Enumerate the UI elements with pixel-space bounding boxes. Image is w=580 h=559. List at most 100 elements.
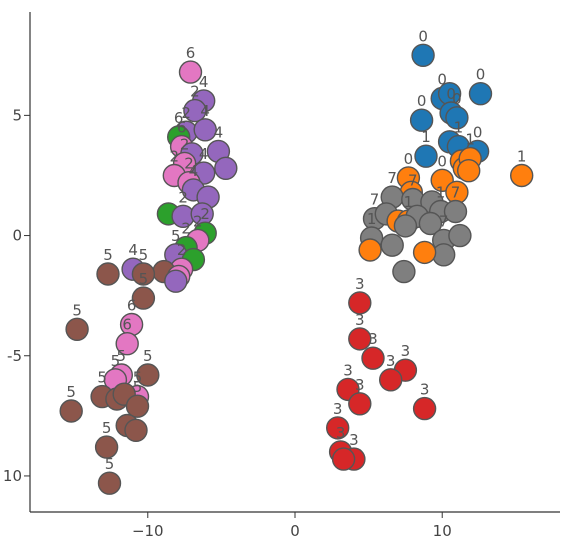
point-label: 5 (111, 352, 121, 370)
point-label: 0 (446, 85, 456, 103)
point-label: 4 (189, 162, 199, 180)
scatter-point (348, 392, 372, 416)
scatter-point (115, 332, 139, 356)
point-label: 5 (139, 246, 149, 264)
scatter-point (379, 368, 403, 392)
point-label: 2 (190, 83, 200, 101)
scatter-point (183, 98, 207, 123)
scatter-point (393, 214, 418, 238)
point-label: 6 (122, 316, 132, 334)
scatter-point (445, 106, 469, 130)
point-label: 3 (343, 361, 353, 379)
point-label: 5 (117, 347, 127, 365)
point-label: 2 (178, 188, 188, 206)
point-label: 1 (465, 131, 475, 149)
scatter-point (358, 238, 382, 262)
point-label: 0 (418, 27, 428, 45)
point-label: 2 (181, 220, 191, 238)
point-label: 3 (368, 330, 378, 348)
point-label: 0 (417, 92, 427, 110)
point-label: 3 (355, 376, 365, 394)
scatter-point (380, 233, 404, 257)
point-label: 6 (174, 109, 184, 127)
scatter-point (331, 447, 356, 471)
point-label: 2 (177, 241, 187, 259)
scatter-point (411, 43, 435, 67)
point-label: 0 (437, 71, 447, 89)
scatter-point (193, 118, 217, 142)
point-label: 2 (181, 104, 191, 122)
scatter-point (164, 269, 188, 293)
point-label: 2 (184, 155, 194, 173)
point-label: 6 (186, 44, 196, 62)
scatter-point (443, 199, 468, 224)
point-label: 7 (408, 172, 418, 190)
y-tick-label: 10 (3, 467, 22, 485)
scatter-point (125, 394, 150, 418)
scatter-point (136, 363, 160, 387)
point-label: 5 (171, 227, 181, 245)
scatter-point (414, 144, 438, 168)
point-label: 1 (454, 119, 464, 137)
x-tick-label: 0 (290, 522, 300, 540)
point-label: 4 (199, 73, 209, 91)
point-label: 1 (436, 184, 446, 202)
point-label: 4 (200, 102, 210, 120)
y-tick-label: -5 (7, 347, 22, 365)
point-label: 3 (386, 352, 396, 370)
point-label: 3 (420, 381, 430, 399)
point-label: 5 (103, 246, 113, 264)
point-label: 2 (193, 212, 203, 230)
point-label: 1 (367, 210, 377, 228)
point-label: 2 (170, 148, 180, 166)
scatter-point (97, 471, 122, 495)
y-tick-label: 5 (12, 106, 22, 124)
point-label: 5 (139, 270, 149, 288)
point-label: 7 (439, 212, 449, 230)
point-label: 1 (404, 193, 414, 211)
scatter-point (65, 317, 89, 341)
y-tick-label: 0 (12, 227, 22, 245)
point-label: 0 (473, 123, 483, 141)
point-label: 3 (355, 275, 365, 293)
scatter-point (178, 60, 203, 84)
scatter-point (59, 399, 83, 423)
point-label: 0 (437, 152, 447, 170)
point-label: 4 (128, 241, 138, 259)
point-label: 7 (387, 169, 397, 187)
x-tick-label: 10 (433, 522, 452, 540)
scatter-point (348, 327, 372, 351)
scatter-point (326, 416, 350, 440)
x-tick-label: −10 (132, 522, 164, 540)
scatter-point (348, 291, 372, 315)
scatter-point (124, 418, 148, 442)
point-label: 7 (451, 184, 461, 202)
scatter-point (361, 346, 385, 370)
scatter-point (448, 223, 472, 248)
scatter-point (131, 262, 156, 286)
point-label: 5 (105, 455, 115, 473)
scatter-point (418, 211, 443, 236)
scatter-point (412, 240, 437, 265)
point-label: 4 (214, 123, 224, 141)
point-label: 2 (180, 135, 190, 153)
point-label: 5 (102, 419, 112, 437)
scatter-point (510, 163, 534, 188)
scatter-point (214, 156, 238, 181)
point-label: 5 (72, 301, 82, 319)
point-label: 6 (127, 297, 137, 315)
point-label: 0 (404, 150, 414, 168)
point-label: 3 (355, 311, 365, 329)
point-label: 3 (336, 424, 346, 442)
scatter-point (457, 158, 481, 183)
scatter-point (468, 81, 493, 106)
point-label: 0 (452, 90, 462, 108)
scatter-point (131, 286, 156, 310)
scatter-point (412, 396, 437, 421)
point-label: 1 (421, 128, 431, 146)
scatter-point (96, 262, 120, 286)
point-label: 3 (401, 342, 411, 360)
point-label: 2 (200, 205, 210, 223)
